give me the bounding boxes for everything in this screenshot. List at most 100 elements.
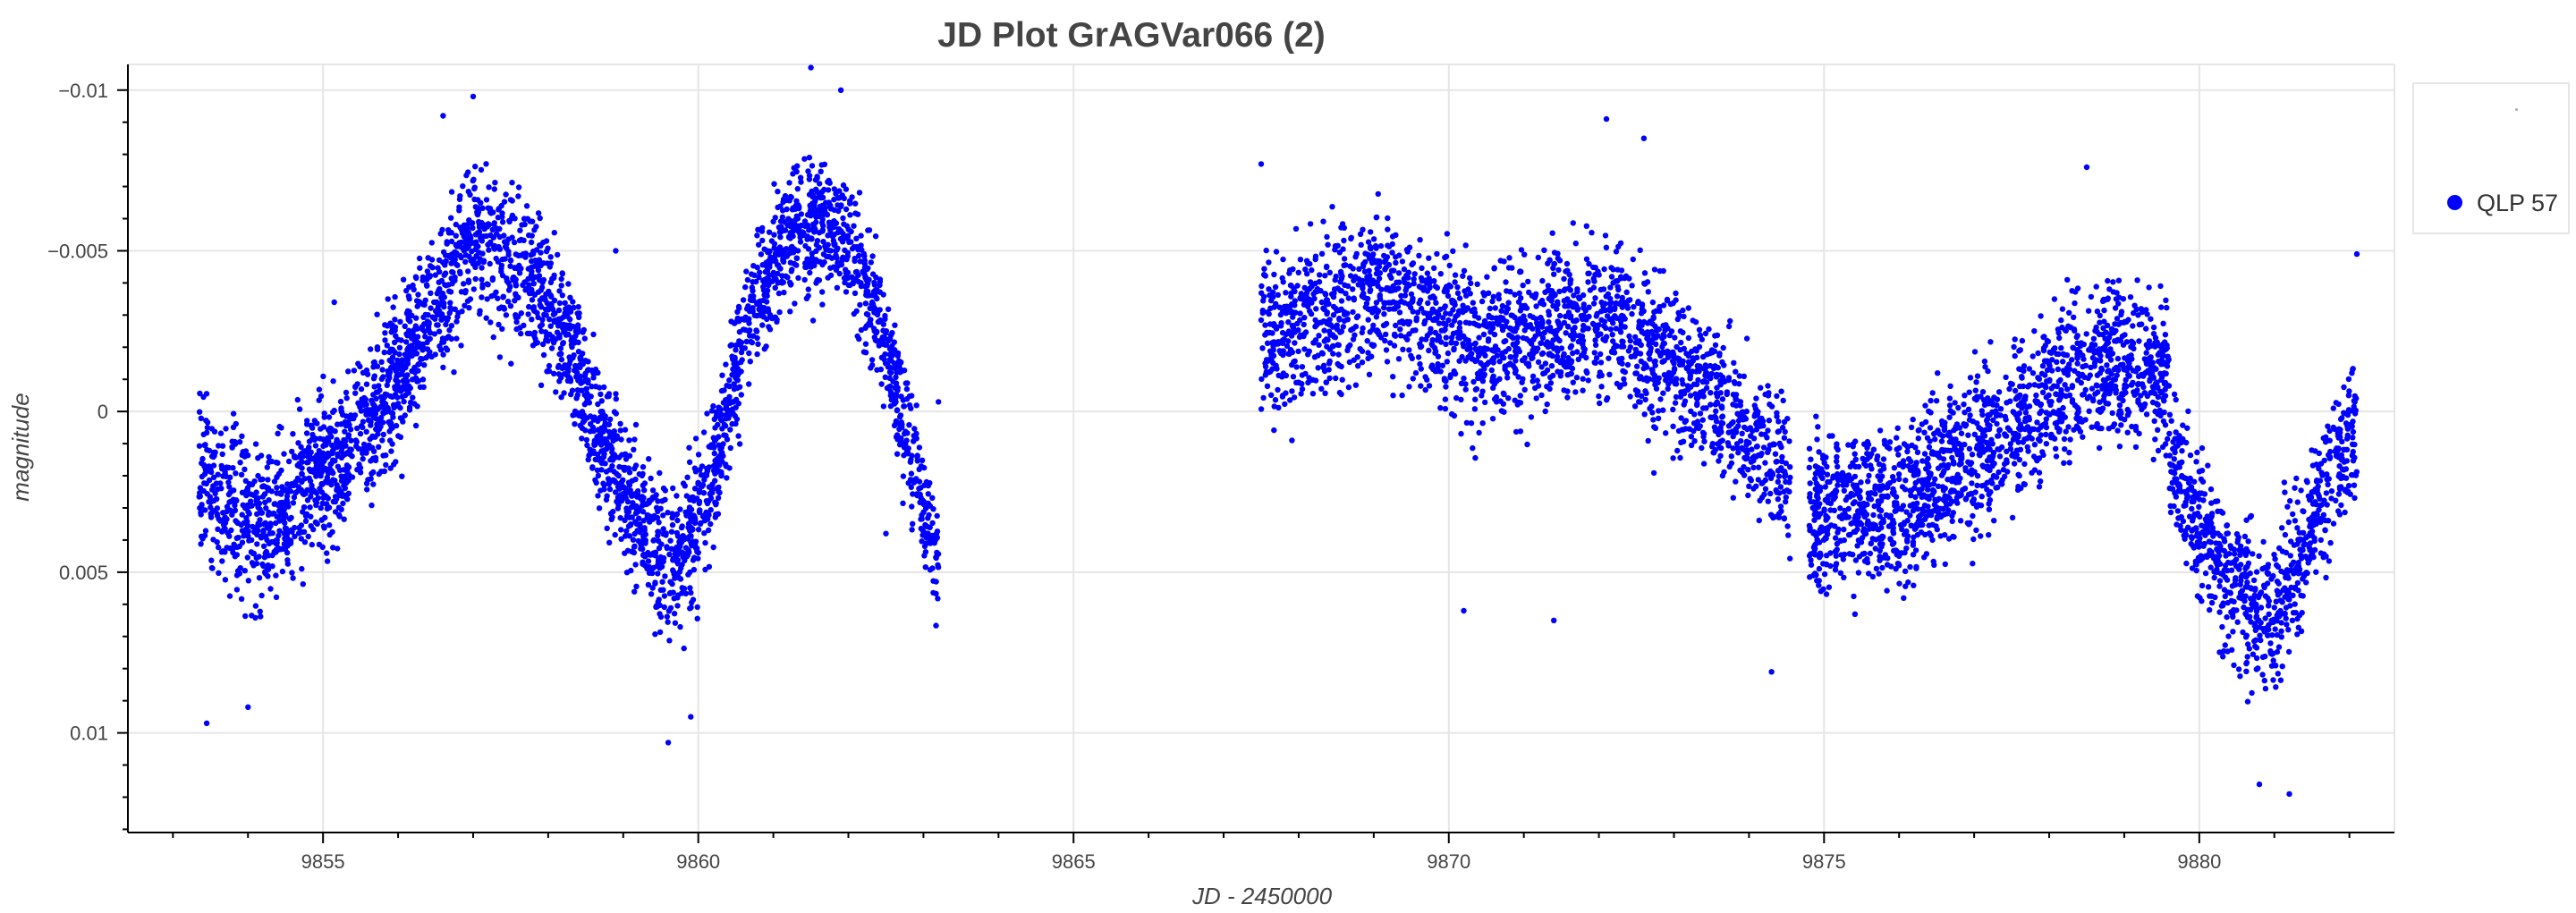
data-point xyxy=(443,322,448,327)
data-point xyxy=(667,579,673,585)
data-point xyxy=(330,378,335,384)
data-point xyxy=(1322,391,1327,396)
data-point xyxy=(394,394,400,400)
data-point xyxy=(198,541,203,546)
data-point xyxy=(1787,555,1792,561)
data-point xyxy=(1455,291,1461,296)
data-point xyxy=(486,247,491,252)
data-point xyxy=(709,482,715,487)
data-point xyxy=(456,207,462,213)
data-point xyxy=(444,258,449,264)
data-point xyxy=(1695,418,1700,424)
data-point xyxy=(256,520,261,526)
data-point xyxy=(205,425,210,430)
data-point xyxy=(354,467,360,472)
data-point xyxy=(251,551,257,556)
data-point xyxy=(429,240,435,245)
data-point xyxy=(810,317,816,323)
data-point xyxy=(1261,266,1267,272)
data-point xyxy=(1610,320,1615,325)
data-point xyxy=(254,541,259,546)
data-point xyxy=(1659,359,1665,365)
data-point xyxy=(275,461,280,466)
data-point xyxy=(809,201,815,207)
data-point xyxy=(359,408,364,413)
data-point xyxy=(1670,424,1675,429)
data-point xyxy=(1289,437,1294,443)
data-point xyxy=(1368,229,1373,234)
data-point xyxy=(909,470,914,476)
data-point xyxy=(1274,249,1279,254)
data-point xyxy=(197,444,202,449)
data-point xyxy=(777,266,783,271)
data-point xyxy=(299,453,304,459)
data-point xyxy=(1283,290,1288,295)
data-point xyxy=(443,252,448,258)
data-point xyxy=(1693,319,1699,325)
data-point xyxy=(783,227,788,232)
data-point xyxy=(496,206,502,211)
data-point xyxy=(576,310,581,316)
data-point xyxy=(913,431,919,436)
data-point xyxy=(1529,414,1534,419)
data-point xyxy=(207,448,212,453)
data-point xyxy=(465,268,470,274)
data-point xyxy=(359,446,364,452)
data-point xyxy=(479,167,484,173)
data-point xyxy=(1480,290,1486,295)
data-point xyxy=(342,517,347,522)
data-point xyxy=(809,163,815,168)
data-point xyxy=(379,367,385,372)
data-point xyxy=(1712,349,1717,354)
data-point xyxy=(1354,251,1360,257)
data-point xyxy=(1291,374,1296,379)
data-point xyxy=(631,466,637,471)
data-point xyxy=(1336,317,1342,322)
data-point xyxy=(423,355,428,360)
data-point xyxy=(1649,340,1655,345)
data-point xyxy=(276,471,282,477)
data-point xyxy=(704,410,709,416)
data-point xyxy=(621,484,626,489)
data-point xyxy=(231,498,236,503)
data-point xyxy=(1271,272,1276,277)
data-point xyxy=(1498,258,1504,263)
data-point xyxy=(423,298,428,303)
data-point xyxy=(1740,469,1745,475)
data-point xyxy=(1430,307,1436,312)
data-point xyxy=(373,427,378,432)
data-point xyxy=(404,384,410,389)
data-point xyxy=(379,376,385,382)
data-point xyxy=(203,528,208,533)
data-point xyxy=(234,587,240,592)
data-point xyxy=(817,208,822,214)
data-point xyxy=(1758,385,1763,391)
data-point xyxy=(341,437,346,443)
data-point xyxy=(1322,273,1327,278)
data-point xyxy=(673,557,678,562)
data-point xyxy=(1365,338,1370,343)
data-point xyxy=(668,605,674,611)
data-point xyxy=(707,564,712,570)
data-point xyxy=(216,545,221,550)
data-point xyxy=(1460,274,1465,279)
data-point xyxy=(1258,406,1264,411)
data-point xyxy=(470,177,476,182)
data-point xyxy=(1352,333,1357,338)
data-point xyxy=(1566,285,1572,291)
data-point xyxy=(871,280,877,285)
data-point xyxy=(1786,489,1792,495)
data-point xyxy=(1443,406,1448,411)
data-point xyxy=(935,513,940,519)
data-point xyxy=(269,488,275,494)
data-point xyxy=(1613,342,1618,348)
data-point xyxy=(575,322,580,327)
data-point xyxy=(1389,249,1394,255)
data-point xyxy=(402,324,408,329)
data-point xyxy=(793,262,799,267)
data-point xyxy=(570,412,575,418)
data-point xyxy=(411,401,417,406)
data-point xyxy=(1704,351,1709,357)
data-point xyxy=(835,263,841,268)
data-point xyxy=(1515,374,1521,379)
